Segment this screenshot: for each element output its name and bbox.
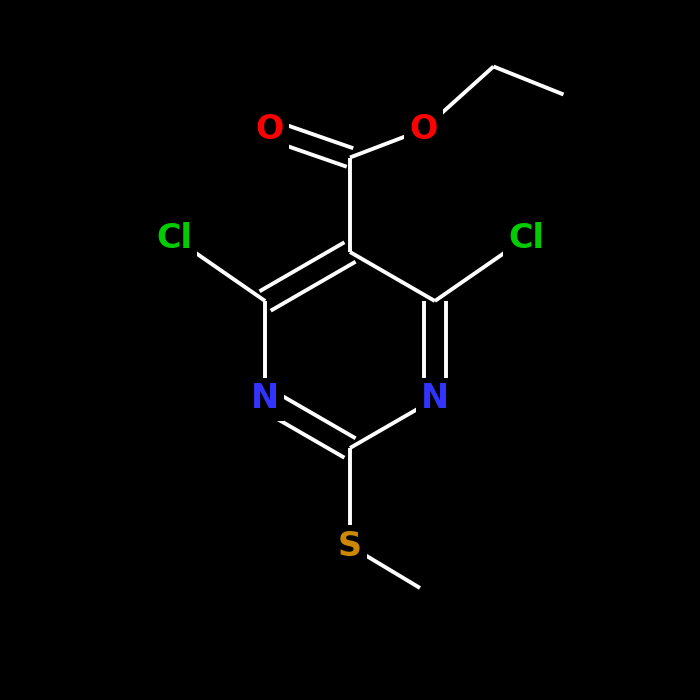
Text: N: N (251, 382, 279, 416)
Text: Cl: Cl (156, 221, 192, 255)
Text: N: N (421, 382, 449, 416)
Text: Cl: Cl (508, 221, 544, 255)
Text: O: O (256, 113, 284, 146)
Text: O: O (410, 113, 438, 146)
Text: S: S (338, 529, 362, 563)
